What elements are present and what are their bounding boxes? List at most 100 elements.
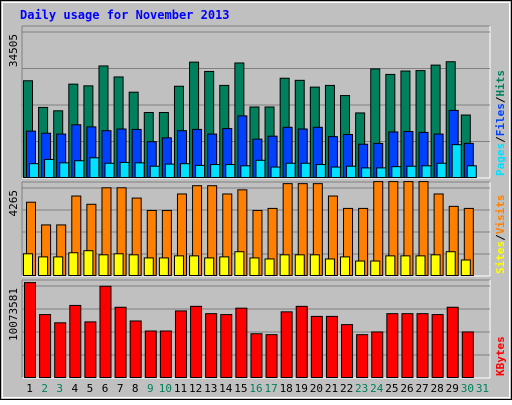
bar-pages-day-19 [300, 162, 311, 178]
bar-pages-day-24 [376, 167, 387, 179]
bar-sites-day-22 [340, 256, 351, 276]
panel-3: 10073581 KBytes [7, 279, 507, 379]
bar-pages-day-25 [391, 166, 402, 178]
bar-sites-day-6 [98, 254, 109, 276]
bar-sites-day-14 [219, 256, 230, 276]
bar-kbytes-day-4 [69, 304, 82, 378]
x-tick-label-day-27: 27 [415, 382, 428, 395]
x-tick-label-day-14: 14 [219, 382, 233, 395]
bar-kbytes-day-16 [250, 333, 263, 378]
bar-pages-day-15 [240, 165, 251, 178]
x-tick-label-day-1: 1 [26, 382, 33, 395]
bar-sites-day-25 [385, 255, 396, 277]
bar-sites-day-1 [23, 253, 33, 276]
bar-kbytes-day-5 [84, 321, 97, 379]
x-tick-label-day-28: 28 [431, 382, 444, 395]
bar-sites-day-10 [158, 257, 169, 276]
bar-kbytes-day-23 [356, 334, 369, 379]
bar-kbytes-day-7 [114, 306, 127, 378]
x-tick-label-day-12: 12 [189, 382, 202, 395]
legend-panel-3: KBytes [494, 336, 507, 376]
x-tick-label-day-13: 13 [204, 382, 217, 395]
chart-title: Daily usage for November 2013 [20, 8, 230, 22]
bar-pages-day-2 [44, 158, 55, 178]
bar-pages-day-16 [255, 159, 266, 179]
legend-kbytes: KBytes [494, 336, 507, 376]
bar-kbytes-day-19 [295, 305, 308, 379]
x-tick-label-day-22: 22 [340, 382, 353, 395]
bar-kbytes-day-20 [310, 315, 323, 379]
bar-pages-day-10 [164, 163, 175, 178]
bar-pages-day-14 [225, 164, 236, 178]
bar-pages-day-30 [466, 165, 477, 178]
x-tick-label-day-21: 21 [325, 382, 338, 395]
bar-pages-day-29 [451, 144, 462, 178]
x-tick-label-day-17: 17 [264, 382, 277, 395]
bar-sites-day-17 [264, 258, 275, 277]
bar-sites-day-26 [400, 255, 411, 277]
x-tick-label-day-16: 16 [249, 382, 262, 395]
x-tick-label-day-24: 24 [370, 382, 384, 395]
bar-kbytes-day-6 [99, 285, 112, 379]
bar-sites-day-24 [370, 260, 381, 277]
bar-sites-day-5 [83, 250, 94, 277]
bar-sites-day-21 [324, 258, 335, 277]
x-tick-label-day-31: 31 [476, 382, 489, 395]
bar-kbytes-day-22 [341, 324, 354, 379]
bar-sites-day-19 [294, 254, 305, 276]
bar-sites-day-23 [355, 260, 366, 277]
bar-sites-day-30 [460, 259, 471, 277]
bar-kbytes-day-21 [325, 315, 338, 379]
legend-visits: Visits [494, 195, 507, 235]
bar-sites-day-3 [53, 256, 64, 276]
bar-kbytes-day-14 [220, 314, 233, 379]
bar-kbytes-day-11 [174, 310, 187, 378]
panel-2: 4265 Sites/Visits [7, 181, 507, 277]
bar-kbytes-day-25 [386, 313, 399, 379]
bar-pages-day-9 [149, 165, 160, 178]
legend-panel-1: Pages/Files/Hits [494, 70, 507, 176]
bar-kbytes-day-10 [159, 330, 172, 378]
bar-kbytes-day-18 [280, 311, 293, 379]
x-tick-label-day-26: 26 [400, 382, 413, 395]
bar-pages-day-18 [285, 162, 296, 178]
legend-sites: Sites [494, 241, 507, 274]
bar-pages-day-11 [179, 163, 190, 178]
x-tick-label-day-29: 29 [446, 382, 459, 395]
x-tick-label-day-8: 8 [132, 382, 139, 395]
legend-panel-2: Sites/Visits [494, 195, 507, 275]
bar-kbytes-day-2 [39, 314, 52, 379]
bar-kbytes-day-30 [461, 331, 474, 379]
bar-pages-day-12 [195, 164, 206, 178]
bar-pages-day-17 [270, 166, 281, 178]
legend-files: Files [494, 103, 507, 136]
bar-pages-day-22 [346, 165, 357, 178]
x-tick-label-day-5: 5 [87, 382, 94, 395]
x-tick-label-day-10: 10 [159, 382, 172, 395]
bar-kbytes-day-8 [129, 320, 142, 378]
x-tick-label-day-25: 25 [385, 382, 398, 395]
bar-kbytes-day-12 [190, 305, 203, 379]
y-tick-label: 34505 [7, 34, 20, 67]
bar-kbytes-day-28 [431, 314, 444, 379]
bar-kbytes-day-24 [371, 331, 384, 379]
bar-sites-day-13 [204, 257, 215, 276]
bar-kbytes-day-15 [235, 307, 248, 378]
bar-sites-day-29 [445, 251, 456, 276]
x-tick-label-day-3: 3 [56, 382, 63, 395]
legend-separator: / [494, 96, 507, 103]
bar-kbytes-day-26 [401, 313, 414, 379]
bar-kbytes-day-17 [265, 334, 278, 379]
bar-sites-day-8 [128, 254, 139, 276]
x-tick-label-day-6: 6 [102, 382, 109, 395]
bar-pages-day-8 [134, 162, 145, 179]
y-tick-label: 10073581 [7, 288, 20, 341]
bar-pages-day-7 [119, 161, 130, 179]
x-tick-label-day-20: 20 [310, 382, 323, 395]
window-bevel [2, 2, 510, 398]
y-tick-label: 4265 [7, 190, 20, 217]
bar-pages-day-6 [104, 162, 115, 178]
bar-sites-day-16 [249, 257, 260, 276]
x-tick-label-day-11: 11 [174, 382, 187, 395]
